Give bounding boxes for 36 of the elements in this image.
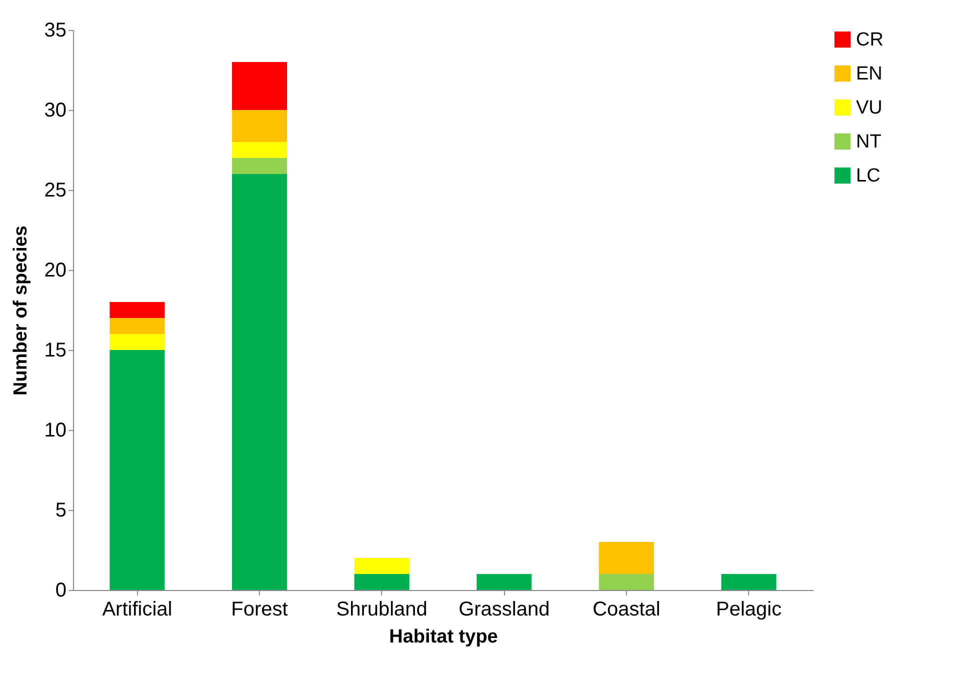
y-tick-label: 30 bbox=[44, 100, 66, 122]
x-tick-label: Artificial bbox=[102, 598, 172, 620]
y-tick-label: 20 bbox=[44, 260, 66, 282]
bar bbox=[232, 62, 288, 110]
legend-label: LC bbox=[856, 166, 880, 186]
bar bbox=[476, 574, 532, 590]
y-tick-label: 35 bbox=[44, 20, 66, 42]
y-tick-label: 25 bbox=[44, 180, 66, 202]
y-tick-label: 15 bbox=[44, 340, 66, 362]
bar bbox=[354, 574, 410, 590]
bar bbox=[598, 574, 654, 590]
x-tick-label: Pelagic bbox=[716, 598, 782, 620]
bar bbox=[110, 350, 165, 590]
y-tick-label: 5 bbox=[55, 500, 66, 522]
bar bbox=[598, 542, 654, 574]
bar bbox=[232, 174, 288, 590]
y-tick-label: 10 bbox=[44, 420, 66, 442]
x-tick-label: Forest bbox=[231, 598, 288, 620]
x-axis-title: Habitat type bbox=[389, 626, 498, 648]
bar bbox=[354, 558, 410, 574]
y-tick-label: 0 bbox=[55, 580, 66, 602]
legend-label: NT bbox=[856, 132, 882, 152]
bar bbox=[110, 334, 165, 350]
x-tick-label: Shrubland bbox=[336, 598, 428, 620]
bar bbox=[721, 574, 776, 590]
legend-label: CR bbox=[856, 30, 884, 50]
x-tick-label: Grassland bbox=[458, 598, 550, 620]
x-tick-label: Coastal bbox=[592, 598, 660, 620]
bar bbox=[232, 142, 288, 158]
legend-label: EN bbox=[856, 64, 882, 84]
y-axis-title: Number of species bbox=[10, 226, 32, 396]
bar bbox=[110, 302, 165, 318]
legend-label: VU bbox=[856, 98, 882, 118]
bar bbox=[232, 110, 288, 142]
bar bbox=[110, 318, 165, 334]
bar bbox=[232, 158, 288, 174]
